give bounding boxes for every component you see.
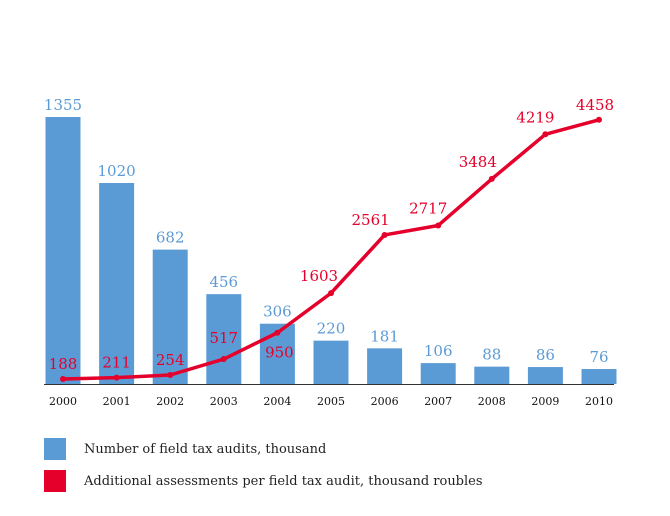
bar-value-label: 86	[536, 346, 555, 364]
bar	[99, 183, 135, 384]
line-value-label: 950	[265, 344, 294, 362]
line-value-label: 2717	[409, 199, 447, 217]
x-tick-label: 2004	[263, 395, 291, 408]
bar	[474, 366, 510, 384]
line-value-label: 4219	[516, 108, 554, 126]
x-tick-label: 2010	[585, 395, 613, 408]
bar-value-label: 1020	[98, 162, 136, 180]
legend-swatch-assessments	[44, 470, 66, 492]
bar-value-label: 181	[370, 327, 399, 345]
bar	[420, 363, 456, 384]
x-tick-labels: 2000 2001 2002 2003 2004 2005 2006 2007 2008 2009…	[49, 395, 613, 408]
line-value-label: 188	[49, 355, 78, 373]
legend-swatch-audits	[44, 438, 66, 460]
line-point	[60, 376, 66, 382]
legend-label-audits: Number of field tax audits, thousand	[84, 441, 327, 457]
x-tick-label: 2006	[371, 395, 399, 408]
bar-value-label: 1355	[44, 96, 82, 114]
line-value-label: 211	[102, 354, 131, 372]
line-point	[328, 290, 334, 297]
line-value-label: 3484	[459, 153, 497, 171]
line-point	[381, 231, 388, 238]
bar-value-label: 456	[209, 273, 238, 291]
bar-value-label: 106	[424, 342, 453, 360]
line-point	[220, 356, 227, 363]
bar	[367, 348, 403, 384]
line-point	[542, 131, 549, 138]
line-value-label: 517	[209, 329, 238, 347]
line-value-labels: 188 211 254 517 950 1603 2561 2717 3484 4219 4458	[49, 96, 614, 373]
bar-series	[45, 117, 617, 384]
x-tick-label: 2001	[103, 395, 131, 408]
line-point	[274, 329, 281, 336]
x-tick-label: 2007	[424, 395, 452, 408]
line-value-label: 2561	[352, 211, 390, 229]
bar-value-label: 682	[156, 229, 185, 247]
bar	[152, 249, 188, 384]
line-point	[596, 116, 602, 123]
line-point	[167, 371, 174, 378]
line-value-label: 1603	[300, 267, 338, 285]
bar-value-label: 88	[482, 346, 501, 364]
bar-value-label: 220	[317, 320, 346, 338]
line-series	[62, 118, 600, 381]
bar-value-labels: 1355 1020 682 456 306 220 181 106 88 86 76	[44, 96, 609, 366]
line-point	[113, 374, 120, 381]
legend-item-audits: Number of field tax audits, thousand	[44, 438, 326, 460]
bar-value-label: 306	[263, 303, 292, 321]
line-point	[435, 222, 442, 229]
bar	[313, 340, 349, 384]
x-tick-label: 2009	[531, 395, 559, 408]
line-point	[488, 175, 495, 182]
x-tick-label: 2003	[210, 395, 238, 408]
legend-label-assessments: Additional assessments per field tax aud…	[84, 473, 483, 489]
line-value-label: 4458	[576, 96, 614, 114]
legend-item-assessments: Additional assessments per field tax aud…	[44, 470, 483, 492]
bar	[581, 369, 617, 384]
x-tick-label: 2005	[317, 395, 345, 408]
line-points	[60, 116, 602, 382]
bar	[45, 117, 81, 384]
x-tick-label: 2002	[156, 395, 184, 408]
bar	[527, 367, 563, 384]
x-tick-label: 2008	[478, 395, 506, 408]
bar	[206, 294, 242, 384]
line-value-label: 254	[156, 351, 185, 369]
x-tick-label: 2000	[49, 395, 77, 408]
bar-value-label: 76	[589, 348, 608, 366]
